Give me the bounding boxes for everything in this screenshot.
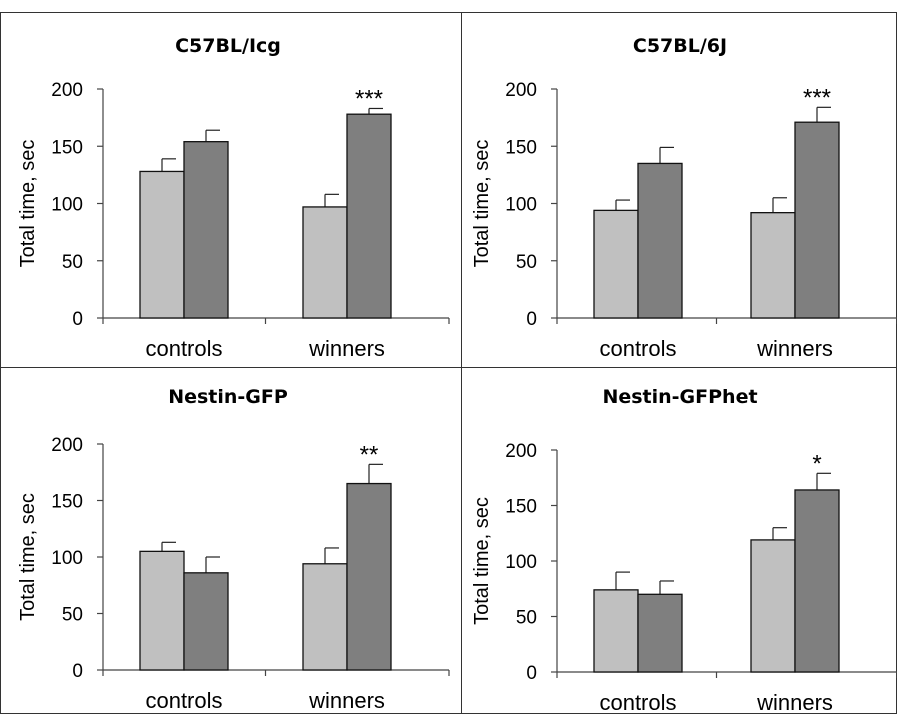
x-category-label: controls xyxy=(599,690,676,714)
x-category-label: controls xyxy=(599,336,676,361)
y-tick-label: 150 xyxy=(505,137,537,158)
y-tick-label: 100 xyxy=(51,195,83,216)
bar xyxy=(346,113,392,319)
chart-panel-c57bl-icg: C57BL/Icg 0 50 100 150 200 Total time, sec cont… xyxy=(17,35,450,361)
y-tick-label: 200 xyxy=(51,435,83,456)
bar xyxy=(593,209,639,319)
y-axis-title: Total time, sec xyxy=(17,140,39,268)
chart-panel-c57bl-6j: C57BL/6J 0 50 100 150 200 Total time, sec contr… xyxy=(471,35,897,361)
bar xyxy=(794,121,840,319)
y-tick-label: 200 xyxy=(505,80,537,101)
bar xyxy=(346,482,392,671)
y-axis-title: Total time, sec xyxy=(17,493,39,621)
bar xyxy=(637,593,683,673)
y-tick-label: 150 xyxy=(51,137,83,158)
y-tick-label: 50 xyxy=(516,252,537,273)
chart-panel-nestin-gfp: Nestin-GFP 0 50 100 150 200 Total time, sec con… xyxy=(17,386,450,713)
y-tick-label: 150 xyxy=(505,497,537,518)
significance-marker: ** xyxy=(360,441,379,468)
bar xyxy=(302,206,348,319)
bar xyxy=(750,539,796,673)
y-axis-title: Total time, sec xyxy=(471,497,493,625)
y-tick-label: 150 xyxy=(51,492,83,513)
bar xyxy=(302,563,348,671)
y-tick-label: 100 xyxy=(505,552,537,573)
x-category-label: winners xyxy=(756,690,833,714)
bar xyxy=(750,212,796,319)
x-category-label: winners xyxy=(756,336,833,361)
y-tick-label: 200 xyxy=(51,80,83,101)
x-category-label: controls xyxy=(145,688,222,713)
chart-panel-nestin-gfphet: Nestin-GFPhet 0 50 100 150 200 Total time, sec… xyxy=(471,386,897,714)
significance-marker: *** xyxy=(355,85,383,112)
significance-marker: * xyxy=(812,450,821,477)
y-tick-label: 0 xyxy=(72,661,83,682)
chart-title: C57BL/6J xyxy=(633,35,727,57)
y-tick-label: 50 xyxy=(62,252,83,273)
bar xyxy=(794,489,840,673)
x-category-label: winners xyxy=(308,336,385,361)
chart-title: Nestin-GFP xyxy=(168,386,288,408)
bar xyxy=(139,550,185,671)
bar xyxy=(183,141,229,319)
bar xyxy=(183,572,229,671)
bar xyxy=(139,170,185,319)
y-tick-label: 0 xyxy=(526,663,537,684)
significance-marker: *** xyxy=(803,84,831,111)
chart-title: C57BL/Icg xyxy=(175,35,281,57)
y-axis-title: Total time, sec xyxy=(471,140,493,268)
chart-title: Nestin-GFPhet xyxy=(602,386,757,408)
y-tick-label: 50 xyxy=(516,608,537,629)
bar xyxy=(593,589,639,673)
x-category-label: controls xyxy=(145,336,222,361)
y-tick-label: 0 xyxy=(72,309,83,330)
x-category-label: winners xyxy=(308,688,385,713)
y-tick-label: 0 xyxy=(526,309,537,330)
y-tick-label: 200 xyxy=(505,441,537,462)
y-tick-label: 50 xyxy=(62,605,83,626)
y-tick-label: 100 xyxy=(505,195,537,216)
y-tick-label: 100 xyxy=(51,548,83,569)
bar xyxy=(637,162,683,319)
